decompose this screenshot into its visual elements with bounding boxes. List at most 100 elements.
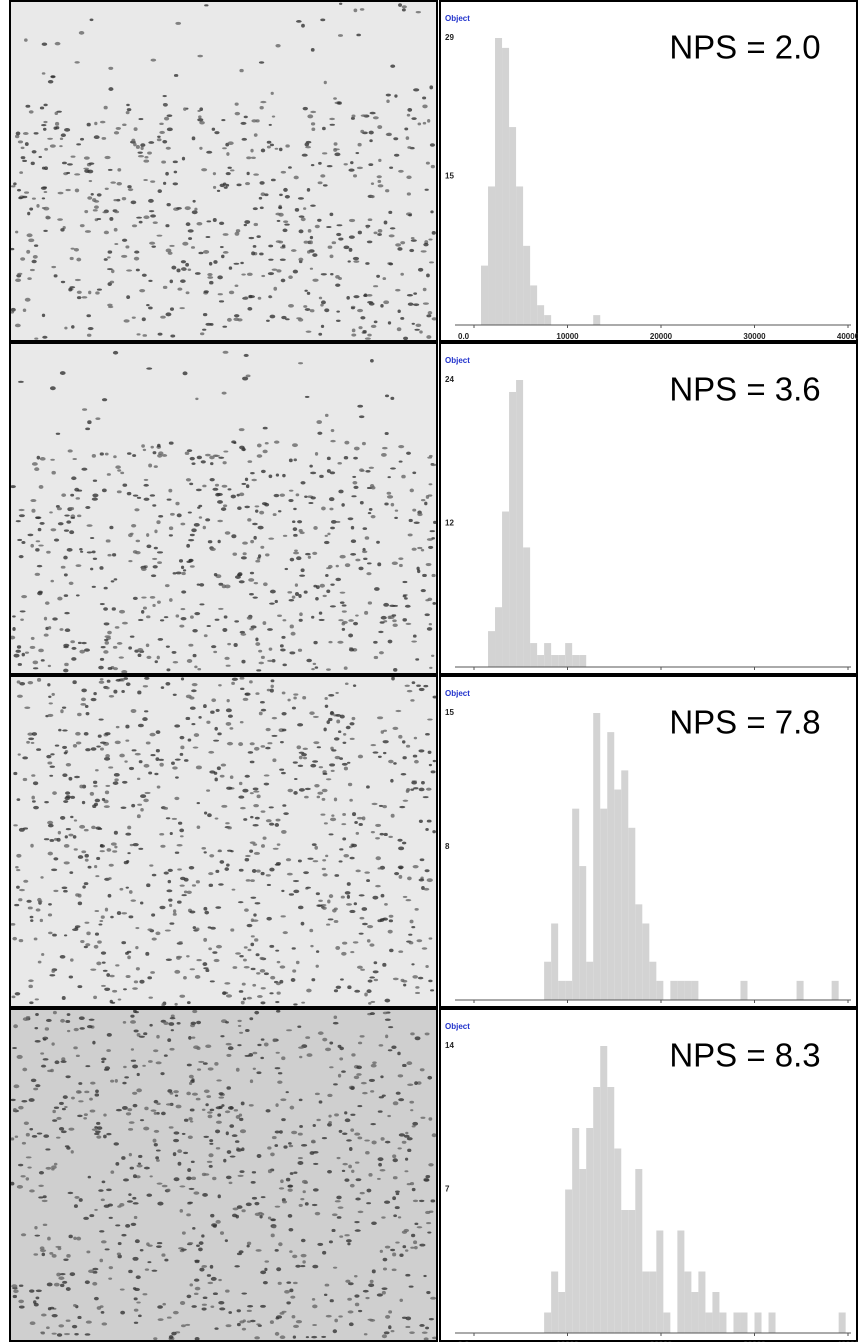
nucleus	[398, 445, 404, 448]
nucleus	[280, 1098, 286, 1101]
nucleus	[388, 321, 391, 324]
nucleus	[134, 1216, 138, 1219]
nucleus	[18, 140, 23, 143]
nucleus	[89, 180, 93, 182]
histogram-bar	[684, 1272, 691, 1334]
nucleus	[102, 798, 105, 801]
nucleus	[321, 325, 324, 328]
nucleus	[57, 597, 62, 601]
nucleus	[144, 479, 149, 481]
nucleus	[115, 626, 120, 629]
nucleus	[242, 377, 248, 381]
nucleus	[99, 1230, 104, 1232]
nucleus	[27, 212, 30, 216]
nucleus	[244, 946, 248, 948]
nucleus	[341, 503, 344, 507]
nucleus	[312, 1204, 318, 1206]
nucleus	[40, 919, 43, 922]
nucleus	[167, 498, 172, 500]
nucleus	[339, 848, 343, 850]
nucleus	[275, 148, 279, 150]
nucleus	[113, 455, 117, 458]
nucleus	[346, 296, 350, 300]
nucleus	[255, 817, 260, 820]
nucleus	[353, 174, 357, 177]
nucleus	[217, 500, 223, 504]
nucleus	[130, 635, 135, 637]
nucleus	[220, 775, 225, 778]
nucleus	[157, 1305, 163, 1309]
nucleus	[68, 777, 72, 781]
nucleus	[363, 558, 367, 560]
nucleus	[339, 757, 343, 760]
nucleus	[275, 600, 278, 603]
nucleus	[96, 857, 100, 860]
histogram-bar	[537, 305, 544, 325]
nucleus	[213, 651, 217, 653]
nucleus	[188, 539, 194, 541]
nucleus	[44, 148, 48, 151]
nucleus	[388, 760, 394, 764]
nucleus	[232, 678, 238, 681]
nucleus	[78, 902, 82, 906]
nucleus	[173, 182, 178, 185]
nucleus	[285, 195, 290, 199]
nucleus	[313, 641, 317, 644]
nucleus	[350, 1128, 354, 1131]
nucleus	[350, 553, 356, 556]
nucleus	[274, 1144, 278, 1147]
nucleus	[314, 846, 318, 850]
nucleus	[132, 1257, 138, 1261]
nucleus	[402, 8, 406, 11]
nucleus	[135, 927, 139, 929]
histogram-bar	[677, 981, 684, 1000]
nucleus	[315, 1212, 320, 1215]
nucleus	[321, 507, 326, 511]
nucleus	[152, 938, 157, 941]
nucleus	[407, 1149, 411, 1152]
nucleus	[293, 1325, 299, 1328]
nucleus	[94, 205, 99, 209]
nucleus	[340, 592, 346, 594]
nucleus	[105, 790, 109, 794]
nucleus	[373, 285, 378, 287]
nucleus	[379, 805, 383, 807]
nucleus	[259, 511, 264, 515]
nucleus	[388, 616, 392, 620]
nucleus	[324, 1294, 327, 1296]
nucleus	[247, 273, 253, 276]
nucleus	[406, 175, 411, 179]
nucleus	[362, 550, 367, 553]
nucleus	[421, 250, 427, 252]
nucleus	[253, 207, 258, 210]
nucleus	[427, 457, 432, 459]
nucleus	[85, 506, 90, 509]
nucleus	[327, 900, 330, 904]
nucleus	[16, 886, 20, 889]
nucleus	[275, 1067, 281, 1069]
nucleus	[76, 1237, 81, 1241]
nucleus	[220, 1035, 224, 1037]
nucleus	[99, 920, 103, 922]
nucleus	[425, 189, 429, 191]
nucleus	[145, 1268, 149, 1271]
nucleus	[310, 496, 315, 499]
nucleus	[104, 231, 109, 235]
nucleus	[138, 1163, 141, 1165]
nucleus	[80, 224, 85, 227]
nucleus	[304, 241, 309, 244]
nucleus	[312, 1265, 318, 1269]
nucleus	[205, 969, 209, 972]
nucleus	[227, 318, 232, 322]
nucleus	[251, 935, 255, 937]
nucleus	[352, 717, 356, 720]
nucleus	[355, 1229, 361, 1232]
nucleus	[155, 932, 160, 936]
nucleus	[222, 147, 227, 149]
nucleus	[45, 1027, 49, 1030]
nucleus	[187, 1295, 192, 1299]
nucleus	[268, 259, 274, 261]
nucleus	[66, 172, 70, 174]
nucleus	[275, 44, 280, 47]
